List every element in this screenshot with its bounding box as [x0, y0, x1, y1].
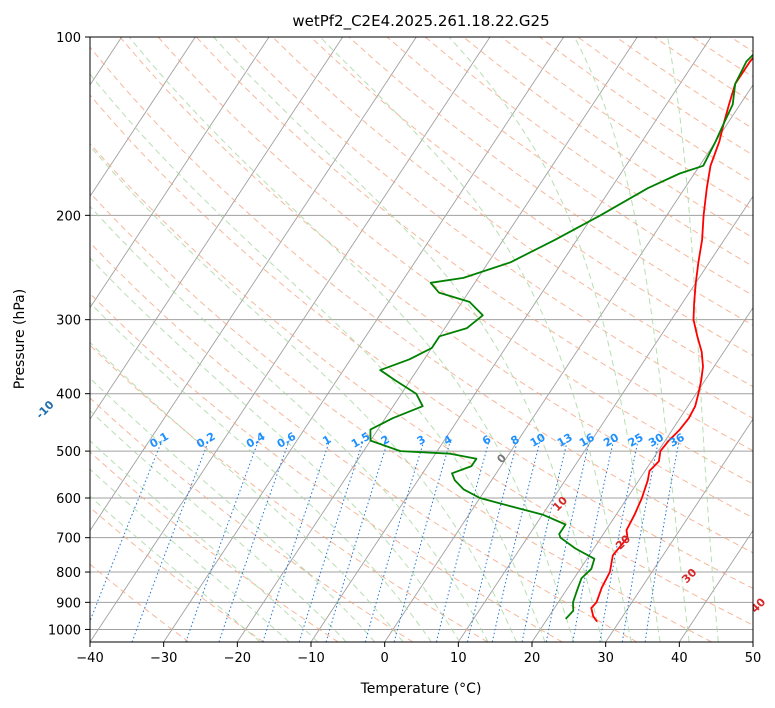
moist-adiabat-line	[213, 37, 603, 642]
dry-adiabat-line	[90, 142, 753, 626]
x-tick-label: −20	[224, 651, 251, 666]
isotherm-line	[457, 195, 753, 642]
isotherm-line	[90, 37, 344, 421]
x-tick-label: −30	[150, 651, 177, 666]
moist-adiabat-line	[90, 410, 347, 642]
y-tick-label: 700	[56, 532, 81, 547]
y-tick-label: 300	[56, 314, 81, 329]
isotherm-line	[752, 641, 753, 642]
mixing-ratio-line	[491, 440, 541, 642]
dry-adiabat-label: -10	[33, 398, 56, 421]
mixing-ratio-line	[435, 440, 490, 642]
chart-title: wetPf2_C2E4.2025.261.18.22.G25	[292, 12, 549, 31]
moist-adiabat-line	[574, 37, 690, 642]
isotherm-line	[163, 37, 565, 642]
dry-adiabat-line	[90, 292, 563, 642]
isotherm-line	[90, 37, 491, 642]
moist-adiabat-line	[90, 440, 319, 642]
dewpoint-profile-line	[369, 53, 753, 620]
plot-background	[90, 37, 753, 642]
moist-adiabat-line	[90, 145, 517, 642]
x-tick-label: 50	[745, 651, 762, 666]
isotherm-line	[678, 529, 753, 642]
dry-adiabat-line	[386, 37, 753, 297]
dry-adiabat-line	[90, 506, 264, 642]
moist-adiabat-line	[90, 73, 546, 642]
mixing-ratio-line	[545, 440, 590, 642]
x-tick-label: 30	[597, 651, 614, 666]
moist-adiabat-line	[90, 495, 261, 642]
dry-adiabat-line	[234, 37, 753, 419]
isotherm-line	[90, 37, 417, 532]
y-tick-label: 600	[56, 492, 81, 507]
y-tick-label: 500	[56, 445, 81, 460]
moist-adiabat-line	[667, 37, 719, 642]
mixing-ratio-line	[644, 440, 680, 642]
isotherm-line	[90, 37, 196, 198]
dry-adiabat-line	[348, 37, 753, 326]
isotherm-line	[310, 37, 712, 642]
temperature-profile-line	[590, 56, 753, 623]
dry-adiabat-line	[90, 241, 638, 642]
x-axis-label: Temperature (°C)	[360, 681, 482, 697]
moist-adiabat-line	[128, 37, 575, 642]
moist-adiabat-line	[90, 257, 461, 642]
moist-adiabat-line	[90, 302, 432, 642]
mixing-ratio-line	[599, 440, 639, 642]
dry-adiabat-line	[769, 37, 775, 642]
mixing-ratio-line	[364, 440, 425, 642]
x-tick-label: 40	[671, 651, 688, 666]
y-tick-label: 400	[56, 388, 81, 403]
x-tick-label: 10	[450, 651, 467, 666]
mixing-ratio-line	[572, 440, 614, 642]
mixing-ratio-line	[521, 440, 568, 642]
x-tick-label: 0	[381, 651, 389, 666]
mixing-ratio-line	[185, 440, 259, 642]
dry-adiabat-line	[90, 344, 488, 642]
moist-adiabat-line	[319, 37, 632, 642]
y-tick-label: 100	[56, 31, 81, 46]
mixing-ratio-line	[621, 440, 659, 642]
x-tick-label: −10	[297, 651, 324, 666]
moist-adiabat-line	[90, 468, 290, 642]
x-tick-label: −40	[76, 651, 103, 666]
dry-adiabat-line	[157, 37, 753, 485]
y-tick-label: 1000	[48, 623, 81, 638]
mixing-ratio-line	[467, 440, 518, 642]
mixing-ratio-line	[393, 440, 451, 642]
mixing-ratio-line	[298, 440, 364, 642]
y-tick-label: 900	[56, 596, 81, 611]
isotherm-line	[605, 418, 753, 642]
y-tick-label: 200	[56, 209, 81, 224]
y-axis-label: Pressure (hPa)	[12, 289, 28, 389]
mixing-ratio-line	[325, 440, 389, 642]
plot-frame	[89, 36, 754, 643]
moist-adiabat-line	[90, 341, 404, 642]
dry-adiabat-line	[90, 46, 753, 554]
isotherm-line	[531, 306, 753, 642]
moist-adiabat-line	[448, 37, 661, 642]
isotherm-line	[90, 37, 270, 309]
y-tick-label: 800	[56, 566, 81, 581]
x-tick-label: 20	[524, 651, 541, 666]
moist-adiabat-line	[90, 377, 376, 642]
dry-adiabat-line	[195, 37, 753, 452]
dry-adiabat-line	[119, 37, 753, 519]
